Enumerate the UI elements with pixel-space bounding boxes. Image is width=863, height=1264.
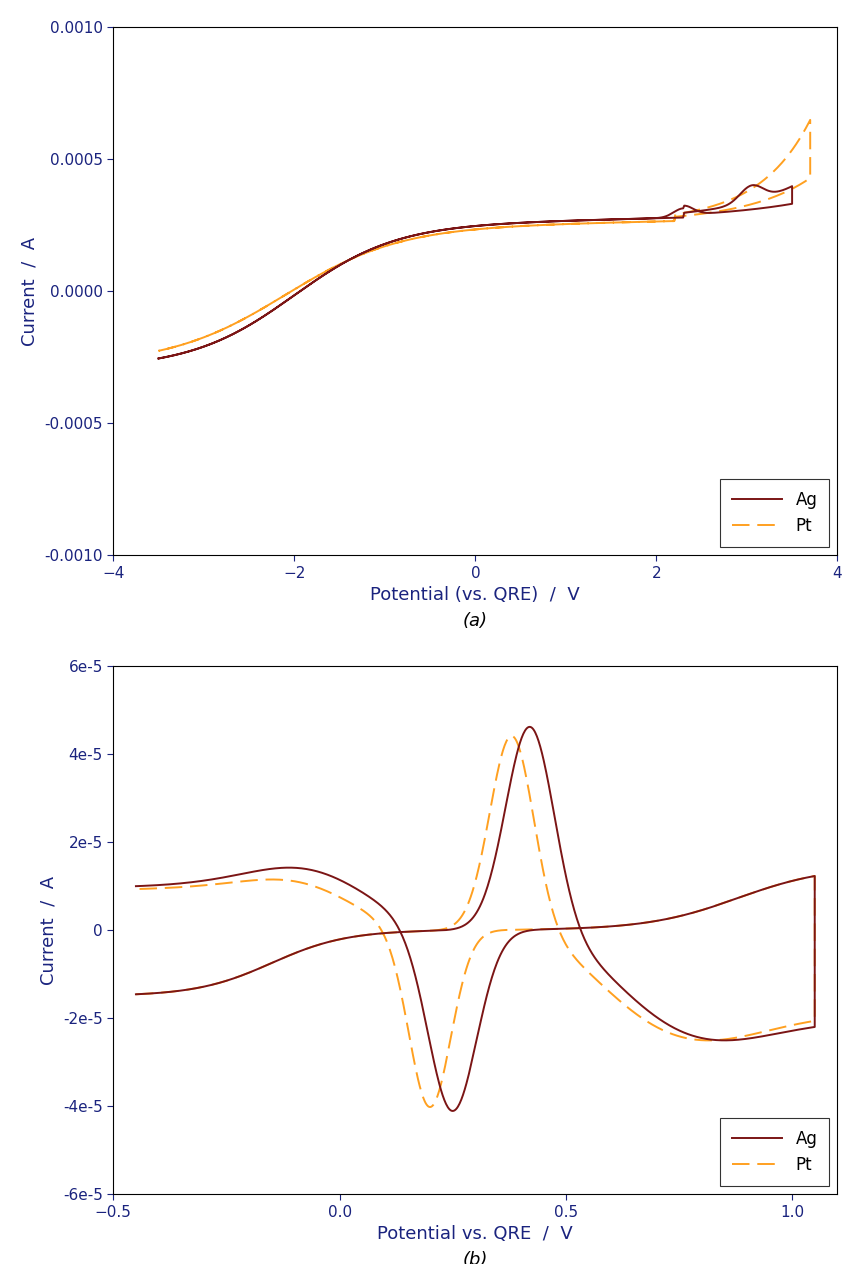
Ag [581, 212, 591, 228]
Ag [217, 870, 227, 885]
Pt [793, 872, 803, 887]
X-axis label: Potential vs. QRE  /  V: Potential vs. QRE / V [377, 1225, 573, 1244]
Ag [728, 204, 738, 219]
Line: Ag: Ag [159, 185, 792, 359]
Ag [793, 872, 803, 887]
Pt [719, 195, 729, 210]
Text: (a): (a) [463, 612, 488, 631]
Y-axis label: Current  /  A: Current / A [40, 876, 58, 985]
Pt [156, 985, 167, 1000]
Pt [746, 1028, 756, 1043]
Ag [154, 351, 164, 367]
Pt [593, 215, 603, 230]
Ag [154, 351, 164, 367]
Ag [322, 265, 332, 281]
Ag [156, 985, 167, 1000]
Ag [131, 987, 142, 1002]
Pt [154, 344, 164, 359]
Ag [367, 241, 377, 257]
Pt [507, 728, 517, 743]
Legend: Ag, Pt: Ag, Pt [721, 1119, 829, 1186]
Ag [754, 201, 765, 216]
Pt [373, 240, 383, 255]
Legend: Ag, Pt: Ag, Pt [721, 479, 829, 547]
Line: Pt: Pt [136, 736, 815, 1107]
Ag [749, 177, 759, 192]
Pt [552, 921, 563, 937]
Pt [425, 1100, 435, 1115]
Ag [703, 202, 714, 217]
Pt [217, 876, 227, 891]
Pt [131, 881, 142, 896]
Pt [374, 927, 384, 942]
Pt [326, 260, 337, 276]
Ag [524, 719, 534, 734]
Line: Pt: Pt [159, 120, 810, 351]
Ag [746, 1030, 756, 1045]
Pt [154, 344, 164, 359]
X-axis label: Potential (vs. QRE)  /  V: Potential (vs. QRE) / V [370, 586, 580, 604]
Line: Ag: Ag [136, 727, 815, 1111]
Pt [805, 112, 816, 128]
Ag [552, 921, 563, 937]
Text: (b): (b) [463, 1251, 488, 1264]
Ag [131, 878, 142, 894]
Ag [374, 927, 384, 942]
Ag [448, 1103, 458, 1119]
Pt [772, 188, 782, 204]
Pt [131, 987, 142, 1002]
Pt [744, 197, 754, 212]
Y-axis label: Current  /  A: Current / A [21, 236, 39, 345]
